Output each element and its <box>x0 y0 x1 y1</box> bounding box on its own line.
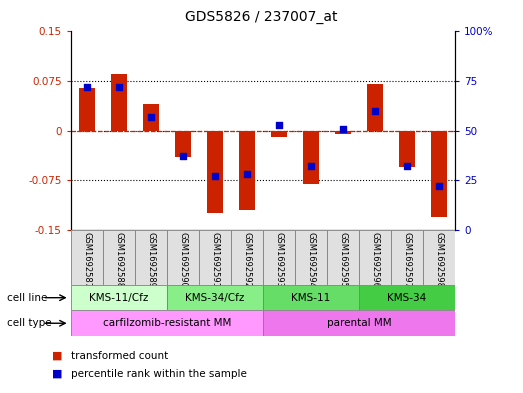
FancyBboxPatch shape <box>103 230 135 285</box>
Point <box>243 171 251 178</box>
Point <box>211 173 219 180</box>
FancyBboxPatch shape <box>71 285 167 310</box>
Bar <box>207 130 223 213</box>
Text: ■: ■ <box>52 351 63 361</box>
Bar <box>111 74 127 130</box>
Bar <box>78 88 95 130</box>
Text: cell line: cell line <box>7 293 47 303</box>
Point <box>435 183 443 189</box>
FancyBboxPatch shape <box>263 285 359 310</box>
Bar <box>175 130 191 157</box>
FancyBboxPatch shape <box>135 230 167 285</box>
Point <box>339 125 347 132</box>
Text: KMS-34: KMS-34 <box>388 293 427 303</box>
Bar <box>239 130 255 210</box>
Text: GSM1692589: GSM1692589 <box>146 231 155 288</box>
Bar <box>271 130 287 137</box>
Text: GSM1692593: GSM1692593 <box>275 231 283 288</box>
Text: GSM1692597: GSM1692597 <box>403 231 412 288</box>
Point <box>178 153 187 160</box>
Point <box>306 163 315 169</box>
Text: cell type: cell type <box>7 318 51 328</box>
Bar <box>367 84 383 130</box>
Text: GDS5826 / 237007_at: GDS5826 / 237007_at <box>185 10 338 24</box>
FancyBboxPatch shape <box>263 310 455 336</box>
Point <box>403 163 411 169</box>
FancyBboxPatch shape <box>71 230 103 285</box>
FancyBboxPatch shape <box>71 310 263 336</box>
Text: transformed count: transformed count <box>71 351 168 361</box>
Bar <box>431 130 447 217</box>
Text: GSM1692594: GSM1692594 <box>306 231 315 287</box>
Text: percentile rank within the sample: percentile rank within the sample <box>71 369 246 379</box>
Text: GSM1692592: GSM1692592 <box>242 231 251 287</box>
Text: GSM1692598: GSM1692598 <box>435 231 444 288</box>
FancyBboxPatch shape <box>263 230 295 285</box>
Text: GSM1692587: GSM1692587 <box>82 231 91 288</box>
FancyBboxPatch shape <box>423 230 455 285</box>
Bar <box>335 130 351 134</box>
Point <box>275 121 283 128</box>
Point <box>146 114 155 120</box>
FancyBboxPatch shape <box>359 230 391 285</box>
Bar <box>303 130 319 184</box>
Bar <box>399 130 415 167</box>
Bar <box>143 104 158 130</box>
Point <box>115 84 123 90</box>
FancyBboxPatch shape <box>231 230 263 285</box>
Text: KMS-11: KMS-11 <box>291 293 331 303</box>
Text: GSM1692595: GSM1692595 <box>338 231 347 287</box>
Point <box>371 108 379 114</box>
Text: GSM1692596: GSM1692596 <box>370 231 379 288</box>
Text: GSM1692591: GSM1692591 <box>210 231 219 287</box>
Point <box>83 84 91 90</box>
Text: GSM1692590: GSM1692590 <box>178 231 187 287</box>
FancyBboxPatch shape <box>167 285 263 310</box>
FancyBboxPatch shape <box>327 230 359 285</box>
Text: carfilzomib-resistant MM: carfilzomib-resistant MM <box>103 318 231 328</box>
FancyBboxPatch shape <box>295 230 327 285</box>
Text: KMS-34/Cfz: KMS-34/Cfz <box>185 293 244 303</box>
FancyBboxPatch shape <box>167 230 199 285</box>
Text: GSM1692588: GSM1692588 <box>114 231 123 288</box>
Text: ■: ■ <box>52 369 63 379</box>
FancyBboxPatch shape <box>391 230 423 285</box>
Text: KMS-11/Cfz: KMS-11/Cfz <box>89 293 149 303</box>
FancyBboxPatch shape <box>359 285 455 310</box>
Text: parental MM: parental MM <box>326 318 391 328</box>
FancyBboxPatch shape <box>199 230 231 285</box>
